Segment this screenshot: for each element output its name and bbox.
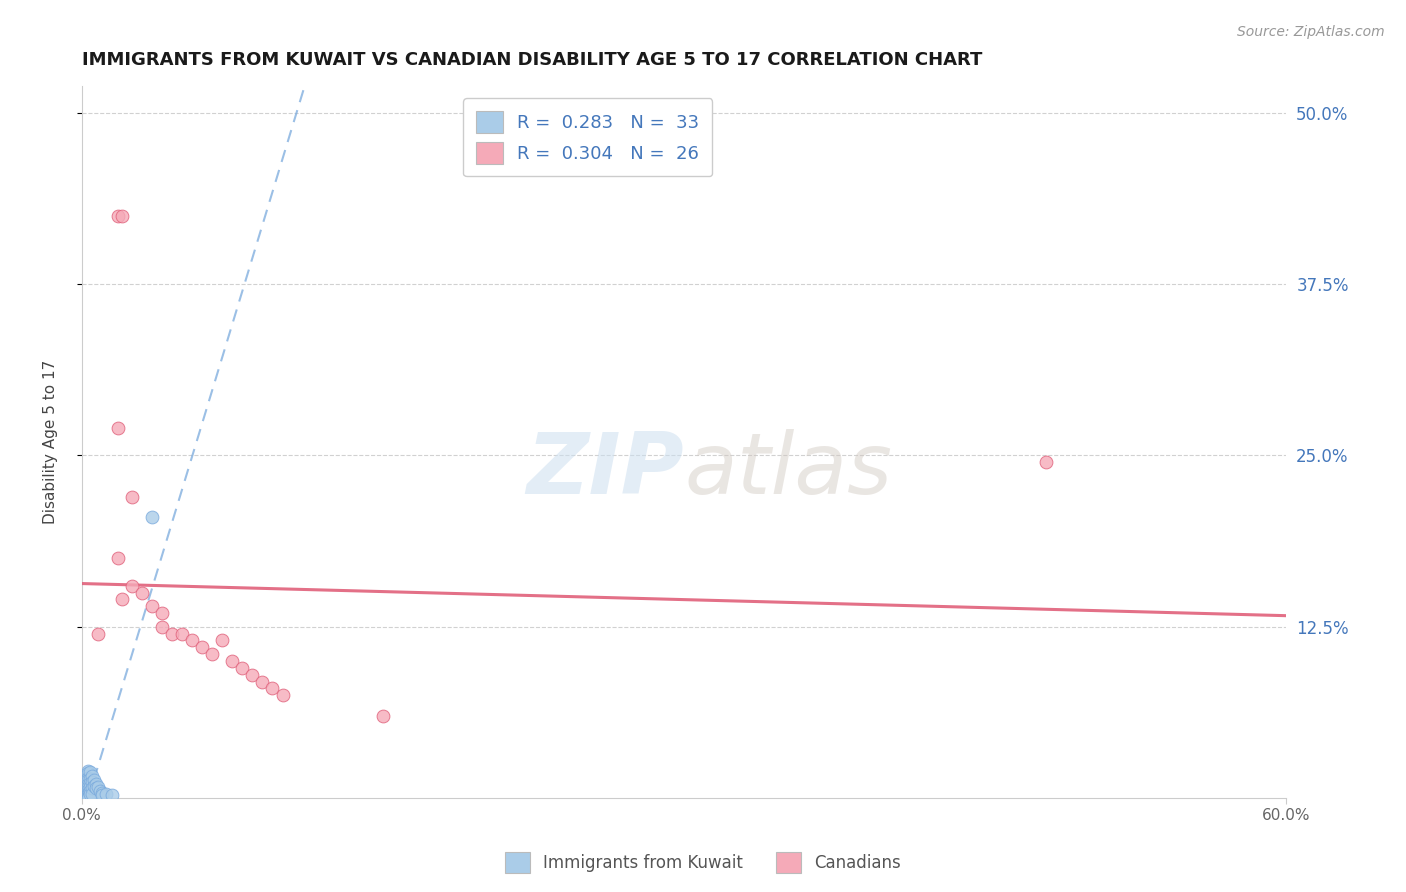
Point — [150, 606, 173, 620]
Point — [76, 773, 98, 788]
Point — [76, 786, 98, 800]
Point — [271, 688, 294, 702]
Point — [107, 421, 129, 435]
Point — [191, 640, 214, 655]
Point — [76, 777, 98, 791]
Point — [79, 787, 101, 801]
Text: IMMIGRANTS FROM KUWAIT VS CANADIAN DISABILITY AGE 5 TO 17 CORRELATION CHART: IMMIGRANTS FROM KUWAIT VS CANADIAN DISAB… — [82, 51, 983, 69]
Point — [201, 647, 224, 661]
Point — [83, 779, 105, 793]
Point — [76, 787, 98, 801]
Point — [94, 787, 117, 801]
Point — [79, 784, 101, 798]
Point — [141, 510, 163, 524]
Point — [181, 633, 204, 648]
Point — [80, 787, 103, 801]
Point — [76, 771, 98, 785]
Point — [1035, 455, 1057, 469]
Point — [242, 667, 264, 681]
Point — [79, 772, 101, 786]
Point — [150, 620, 173, 634]
Point — [101, 789, 124, 803]
Point — [107, 209, 129, 223]
Point — [80, 774, 103, 789]
Point — [84, 781, 107, 796]
Point — [111, 592, 134, 607]
Point — [83, 773, 105, 788]
Text: Source: ZipAtlas.com: Source: ZipAtlas.com — [1237, 25, 1385, 39]
Point — [90, 789, 112, 803]
Point — [107, 551, 129, 566]
Point — [76, 789, 98, 803]
Point — [89, 784, 111, 798]
Text: atlas: atlas — [685, 429, 891, 512]
Y-axis label: Disability Age 5 to 17: Disability Age 5 to 17 — [44, 359, 58, 524]
Point — [76, 789, 98, 804]
Point — [131, 585, 153, 599]
Point — [79, 765, 101, 780]
Point — [172, 626, 194, 640]
Point — [80, 781, 103, 796]
Point — [121, 579, 143, 593]
Point — [252, 674, 274, 689]
Point — [87, 626, 110, 640]
Point — [121, 490, 143, 504]
Point — [160, 626, 183, 640]
Point — [79, 776, 101, 790]
Point — [76, 782, 98, 797]
Point — [221, 654, 243, 668]
Point — [76, 766, 98, 780]
Point — [231, 661, 253, 675]
Point — [80, 769, 103, 783]
Point — [141, 599, 163, 614]
Point — [76, 780, 98, 794]
Point — [79, 780, 101, 794]
Legend: R =  0.283   N =  33, R =  0.304   N =  26: R = 0.283 N = 33, R = 0.304 N = 26 — [463, 98, 713, 177]
Point — [90, 786, 112, 800]
Point — [76, 791, 98, 805]
Point — [84, 777, 107, 791]
Point — [211, 633, 233, 648]
Point — [87, 780, 110, 794]
Point — [76, 764, 98, 778]
Point — [262, 681, 284, 696]
Point — [371, 709, 394, 723]
Legend: Immigrants from Kuwait, Canadians: Immigrants from Kuwait, Canadians — [498, 846, 908, 880]
Text: ZIP: ZIP — [526, 429, 685, 512]
Point — [111, 209, 134, 223]
